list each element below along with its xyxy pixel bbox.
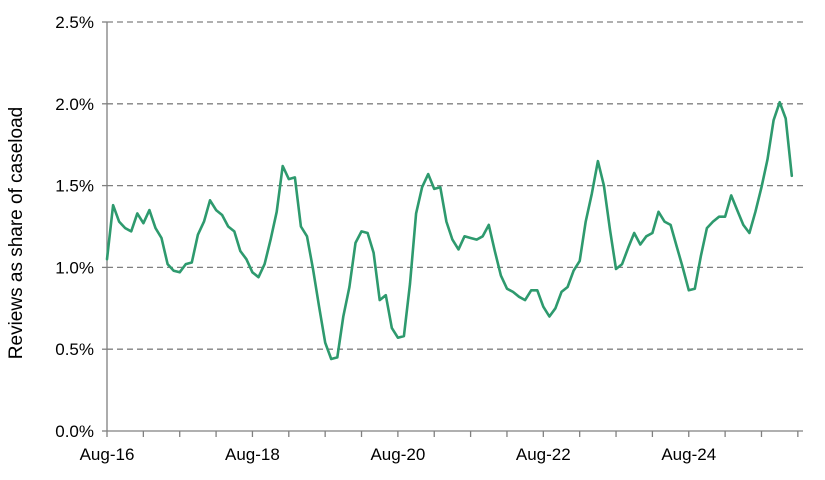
series-line-0 — [105, 100, 794, 361]
y-tick-label: 2.5% — [55, 13, 94, 32]
y-tick-label: 0.5% — [55, 340, 94, 359]
y-tick-label: 1.5% — [55, 177, 94, 196]
x-tick-label: Aug-22 — [516, 445, 571, 464]
y-tick-label: 2.0% — [55, 95, 94, 114]
y-tick-label: 0.0% — [55, 422, 94, 441]
x-tick-label: Aug-16 — [80, 445, 135, 464]
x-tick-label: Aug-24 — [661, 445, 716, 464]
x-tick-labels: Aug-16 Aug-18 Aug-20 Aug-22 Aug-24 — [80, 445, 717, 464]
gridlines — [107, 21, 803, 350]
y-tick-labels: 0.0% 0.5% 1.0% 1.5% 2.0% 2.5% — [55, 13, 94, 441]
y-axis-label: Reviews as share of caseload — [6, 107, 27, 359]
y-tick-label: 1.0% — [55, 258, 94, 277]
x-tick-label: Aug-20 — [370, 445, 425, 464]
x-tick-label: Aug-18 — [225, 445, 280, 464]
axes — [102, 21, 803, 437]
series-layer — [105, 100, 794, 361]
